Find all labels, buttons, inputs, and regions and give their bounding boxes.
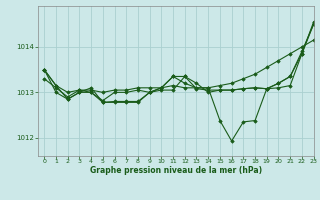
X-axis label: Graphe pression niveau de la mer (hPa): Graphe pression niveau de la mer (hPa) xyxy=(90,166,262,175)
